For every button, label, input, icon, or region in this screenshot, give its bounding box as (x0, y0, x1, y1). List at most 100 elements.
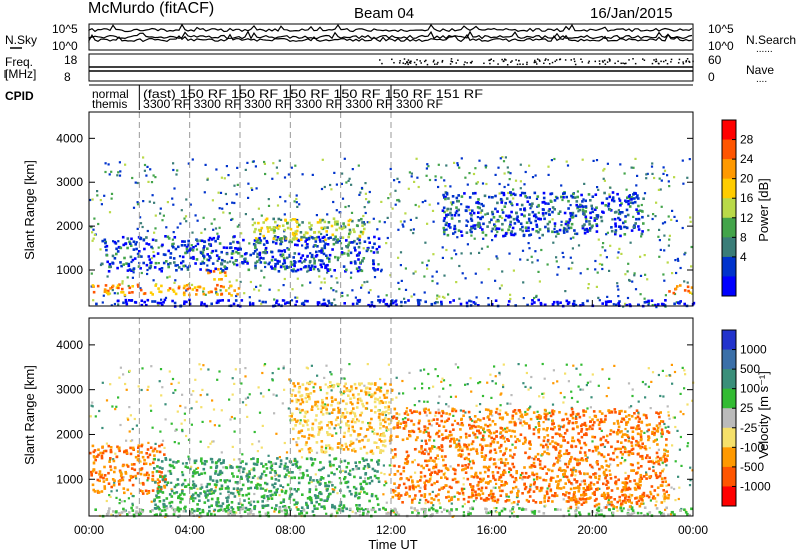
heatmap-cell (428, 438, 431, 442)
heatmap-cell (173, 508, 177, 512)
heatmap-cell (171, 238, 174, 241)
heatmap-cell (257, 289, 261, 292)
heatmap-cell (641, 493, 644, 497)
heatmap-cell (118, 446, 121, 450)
heatmap-cell (528, 426, 531, 430)
heatmap-cell (104, 241, 107, 245)
heatmap-cell (133, 257, 137, 260)
heatmap-cell (535, 229, 538, 233)
heatmap-cell (125, 388, 128, 391)
heatmap-cell (164, 253, 167, 257)
heatmap-cell (298, 259, 302, 263)
heatmap-cell (232, 302, 236, 306)
nave-point (573, 58, 575, 60)
heatmap-cell (165, 484, 168, 487)
heatmap-cell (132, 271, 135, 274)
heatmap-cell (145, 236, 148, 239)
heatmap-cell (527, 229, 530, 232)
heatmap-cell (147, 243, 151, 246)
heatmap-cell (555, 260, 558, 263)
heatmap-cell (690, 265, 693, 268)
heatmap-cell (295, 220, 298, 223)
heatmap-cell (547, 202, 550, 205)
heatmap-cell (327, 221, 331, 224)
heatmap-cell (491, 471, 495, 474)
freq-label-1: Freq. (5, 55, 33, 69)
heatmap-cell (332, 490, 335, 494)
power-heatmap (89, 156, 696, 309)
heatmap-cell (202, 467, 206, 471)
heatmap-cell (203, 257, 206, 260)
heatmap-cell (382, 506, 385, 510)
heatmap-cell (454, 231, 457, 234)
heatmap-cell (123, 509, 126, 513)
heatmap-cell (650, 299, 654, 302)
heatmap-cell (494, 375, 497, 378)
heatmap-cell (412, 272, 415, 275)
heatmap-cell (121, 282, 124, 285)
heatmap-cell (186, 266, 190, 269)
heatmap-cell (161, 478, 165, 481)
heatmap-cell (351, 468, 355, 471)
heatmap-cell (428, 387, 431, 390)
heatmap-cell (635, 472, 638, 475)
heatmap-cell (663, 422, 666, 426)
heatmap-cell (449, 395, 453, 398)
heatmap-cell (540, 248, 543, 252)
nave-point (416, 59, 418, 61)
nsky-label: N.Sky (5, 33, 37, 47)
heatmap-cell (655, 201, 658, 204)
heatmap-cell (265, 504, 268, 507)
heatmap-cell (478, 381, 481, 384)
heatmap-cell (180, 491, 184, 495)
heatmap-cell (683, 289, 687, 292)
heatmap-cell (521, 506, 524, 510)
heatmap-cell (461, 453, 464, 456)
heatmap-cell (690, 507, 693, 511)
heatmap-cell (584, 493, 588, 496)
heatmap-cell (474, 493, 478, 496)
heatmap-cell (637, 303, 640, 307)
heatmap-cell (541, 201, 545, 204)
heatmap-cell (510, 233, 513, 237)
heatmap-cell (565, 228, 568, 232)
heatmap-cell (158, 507, 161, 511)
heatmap-cell (239, 280, 242, 283)
heatmap-cell (187, 282, 190, 286)
heatmap-cell (241, 460, 244, 463)
heatmap-cell (278, 507, 281, 510)
heatmap-cell (517, 488, 520, 491)
heatmap-cell (210, 504, 213, 507)
nave-point (409, 62, 412, 64)
heatmap-cell (476, 201, 480, 204)
heatmap-cell (322, 466, 325, 470)
heatmap-cell (443, 233, 446, 236)
heatmap-cell (558, 228, 562, 232)
heatmap-cell (160, 269, 163, 273)
heatmap-cell (563, 396, 566, 399)
heatmap-cell (321, 236, 325, 239)
heatmap-cell (503, 507, 507, 511)
heatmap-cell (259, 392, 263, 395)
heatmap-cell (359, 490, 362, 493)
heatmap-cell (340, 251, 344, 254)
heatmap-cell (476, 452, 479, 455)
heatmap-cell (440, 510, 443, 514)
heatmap-cell (284, 236, 287, 239)
heatmap-cell (336, 220, 339, 223)
heatmap-cell (325, 499, 329, 502)
heatmap-cell (481, 215, 484, 219)
heatmap-cell (337, 406, 340, 409)
heatmap-cell (616, 285, 619, 288)
nave-point (622, 62, 624, 64)
y-tick-label: 4000 (56, 131, 83, 145)
heatmap-cell (424, 407, 427, 411)
heatmap-cell (588, 416, 591, 419)
heatmap-cell (546, 487, 549, 490)
heatmap-cell (313, 504, 316, 508)
heatmap-cell (567, 507, 570, 510)
heatmap-cell (163, 480, 167, 484)
heatmap-cell (236, 240, 239, 244)
heatmap-cell (325, 489, 329, 492)
heatmap-cell (449, 211, 452, 215)
